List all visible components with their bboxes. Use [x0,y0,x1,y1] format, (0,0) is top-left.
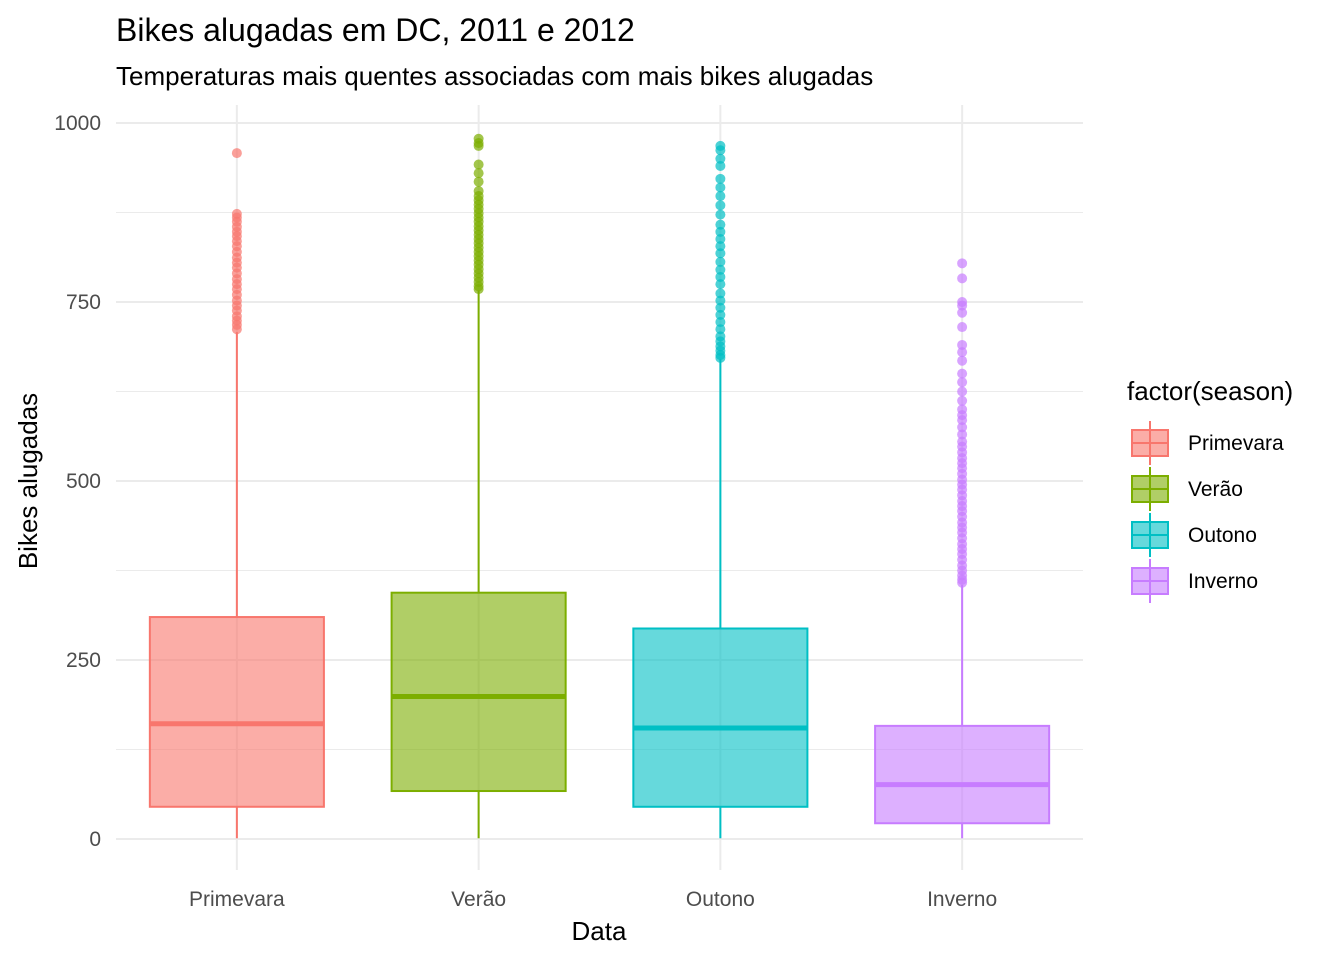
outlier-point [957,355,968,366]
outlier-point [715,324,726,335]
y-tick-label: 500 [66,470,101,493]
outlier-point [957,258,968,269]
box [632,627,809,808]
x-tick-label: Primevara [189,888,285,911]
legend-label: Primevara [1188,432,1284,455]
outlier-point [231,324,242,335]
outlier-point [715,209,726,220]
y-axis-ticks: 0 250 500 750 1000 [54,112,101,851]
outlier-point [957,347,968,358]
outlier-point [957,415,968,426]
outlier-point [473,176,484,187]
box [390,591,567,793]
y-tick-label: 250 [66,649,101,672]
outlier-point [715,145,726,156]
outlier-point [957,322,968,333]
outlier-point [715,233,726,244]
y-tick-label: 0 [89,828,101,851]
legend-title: factor(season) [1127,376,1293,406]
outlier-point [715,153,726,164]
box-group-0 [148,148,325,839]
outlier-point [957,377,968,388]
chart-subtitle: Temperaturas mais quentes associadas com… [116,61,873,91]
outlier-point [715,302,726,313]
x-axis-title: Data [572,916,627,946]
boxes [148,133,1051,839]
outlier-point [957,273,968,284]
outlier-point [957,368,968,379]
outlier-point [473,140,484,151]
y-tick-label: 1000 [54,112,101,135]
outlier-point [957,422,968,433]
y-axis-title: Bikes alugadas [13,393,43,569]
chart-title: Bikes alugadas em DC, 2011 e 2012 [116,12,635,48]
x-tick-label: Inverno [927,888,997,911]
x-tick-label: Outono [686,888,755,911]
legend-item-3: Inverno [1131,559,1258,603]
x-axis-ticks: Primevara Verão Outono Inverno [189,888,997,911]
outlier-point [473,284,484,295]
outlier-point [715,271,726,282]
x-tick-label: Verão [451,888,506,911]
outlier-point [715,352,726,363]
box-group-1 [390,133,567,839]
legend: factor(season) Primevara Verão Outono Inver… [1127,376,1293,603]
outlier-point [715,219,726,230]
legend-item-1: Verão [1131,467,1243,511]
outlier-point [473,159,484,170]
outlier-point [715,309,726,320]
legend-item-0: Primevara [1131,421,1284,465]
outlier-point [715,182,726,193]
outlier-point [715,256,726,267]
outlier-point [715,173,726,184]
outlier-point [715,264,726,275]
box-group-3 [874,258,1051,839]
outlier-point [957,395,968,406]
outlier-point [715,317,726,328]
outlier-point [715,160,726,171]
outlier-point [715,241,726,252]
outlier-point [957,300,968,311]
outlier-point [715,226,726,237]
legend-label: Outono [1188,524,1257,547]
y-tick-label: 750 [66,291,101,314]
outlier-point [473,168,484,179]
legend-label: Inverno [1188,570,1258,593]
outlier-point [957,307,968,318]
outlier-point [957,386,968,397]
outlier-point [715,191,726,202]
legend-label: Verão [1188,478,1243,501]
box [874,724,1051,825]
outlier-point [957,577,968,588]
outlier-point [715,200,726,211]
outlier-point [957,339,968,350]
outlier-point [715,288,726,299]
outlier-point [715,248,726,259]
outlier-point [715,295,726,306]
outlier-point [957,429,968,440]
legend-item-2: Outono [1131,513,1257,557]
box [148,616,325,808]
outlier-point [231,148,242,159]
outlier-point [715,279,726,290]
box-group-2 [632,140,809,839]
